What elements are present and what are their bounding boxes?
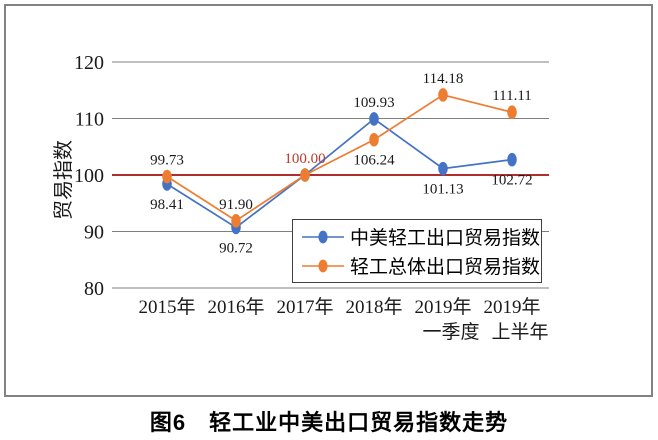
legend-item-overall-index: 轻工总体出口贸易指数	[300, 251, 541, 280]
x-label-2: 2017年	[276, 296, 333, 318]
data-label-s1-p3: 106.24	[353, 153, 395, 169]
data-label-s1-p2: 100.00	[284, 151, 325, 167]
marker-s1-p4	[438, 88, 448, 102]
line-marker-icon	[302, 259, 344, 272]
marker-s1-p1	[231, 213, 241, 228]
x-label-5-line2: 上半年	[491, 321, 548, 343]
y-tick-100: 100	[74, 165, 104, 187]
series-line-0	[166, 117, 513, 229]
y-tick-110: 110	[75, 109, 104, 131]
x-label-4: 2019年	[414, 296, 471, 318]
data-label-s1-p4: 114.18	[423, 71, 464, 87]
marker-s0-p3	[369, 112, 379, 126]
legend-label-cn-us-index: 中美轻工出口贸易指数	[350, 228, 541, 249]
marker-s1-p2	[300, 168, 310, 182]
data-label-s0-p3: 109.93	[353, 95, 394, 111]
y-tick-90: 90	[84, 222, 104, 244]
x-label-5: 2019年	[483, 296, 540, 318]
legend: 中美轻工出口贸易指数 轻工总体出口贸易指数	[292, 219, 542, 283]
legend-label-overall-index: 轻工总体出口贸易指数	[350, 257, 541, 278]
data-label-s0-p5: 102.72	[491, 173, 532, 189]
data-label-s1-p0: 99.73	[150, 153, 184, 169]
x-label-4-line2: 一季度	[422, 321, 479, 343]
chart-frame	[4, 4, 653, 397]
marker-s0-p5	[507, 152, 517, 167]
x-label-3: 2018年	[345, 296, 402, 318]
data-label-s0-p0: 98.41	[150, 197, 184, 213]
y-tick-120: 120	[74, 52, 104, 74]
marker-s1-p3	[369, 132, 379, 147]
marker-s1-p0	[162, 169, 172, 184]
data-label-s0-p1: 90.72	[219, 240, 253, 256]
data-label-s1-p5: 111.11	[492, 88, 532, 104]
x-label-1: 2016年	[207, 296, 264, 318]
series-line-1	[166, 93, 513, 222]
y-tick-80: 80	[84, 278, 104, 300]
data-label-s0-p4: 101.13	[422, 182, 463, 198]
x-label-0: 2015年	[138, 296, 195, 318]
data-label-s1-p1: 91.90	[219, 197, 253, 213]
y-axis-title: 贸易指数	[52, 140, 75, 220]
marker-s0-p4	[438, 161, 448, 176]
marker-s1-p5	[507, 105, 517, 120]
figure-caption: 图6 轻工业中美出口贸易指数走势	[149, 410, 509, 435]
legend-item-cn-us-index: 中美轻工出口贸易指数	[300, 222, 541, 251]
line-marker-icon	[302, 230, 344, 243]
